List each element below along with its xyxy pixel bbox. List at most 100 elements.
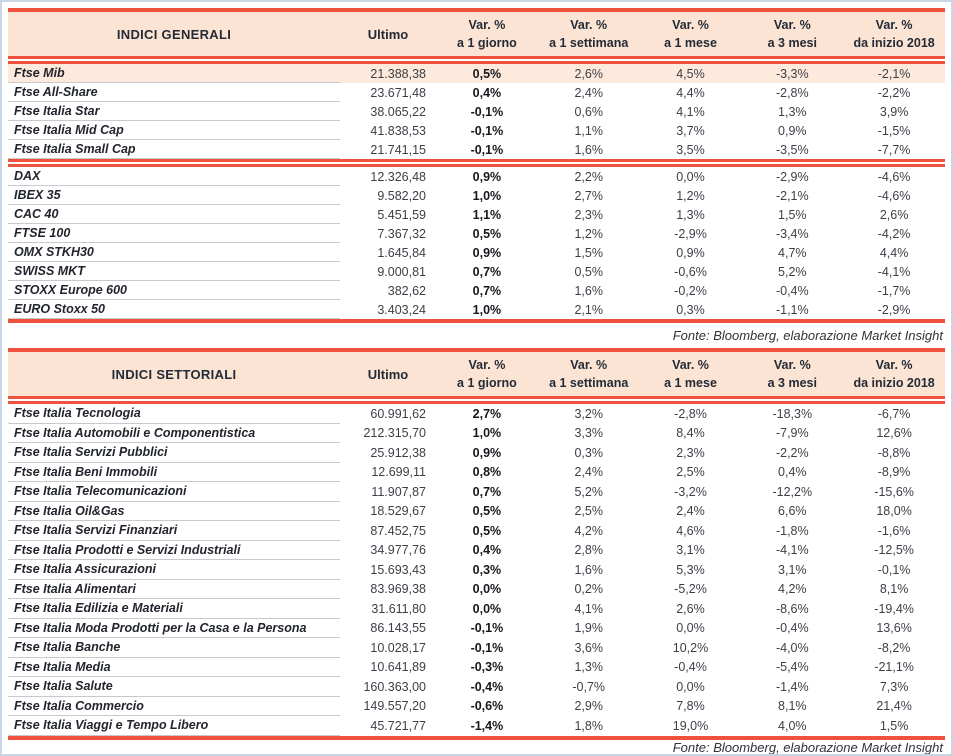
var-value: 4,5% [676, 66, 705, 81]
var-value: -7,7% [877, 142, 911, 157]
table-row: Ftse Italia Prodotti e Servizi Industria… [8, 541, 945, 560]
ultimo-value: 160.363,00 [363, 679, 426, 694]
var-value: 1,5% [778, 207, 807, 222]
var-value: 4,1% [676, 104, 705, 119]
var-value: -5,2% [674, 582, 707, 597]
var-value: -1,5% [877, 123, 911, 138]
var-value: -2,8% [674, 406, 707, 421]
var-value: 8,1% [879, 582, 909, 597]
var-value: -7,9% [775, 426, 809, 441]
index-name: Ftse Italia Star [8, 102, 340, 121]
source-note: Fonte: Bloomberg, elaborazione Market In… [672, 328, 943, 343]
var-value: 1,2% [676, 188, 705, 203]
var-value: -6,7% [877, 406, 911, 421]
var-value: 0,5% [472, 523, 502, 538]
ultimo-value: 83.969,38 [370, 582, 426, 597]
red-double-rule [8, 396, 945, 404]
table-title: INDICI SETTORIALI [111, 366, 237, 382]
var-value: -0,6% [470, 699, 504, 714]
var-value: 0,0% [676, 679, 705, 694]
ultimo-value: 7.367,32 [377, 226, 426, 241]
var-value: -1,1% [775, 302, 809, 317]
var-value: 1,0% [472, 426, 502, 441]
index-name: Ftse Mib [8, 64, 340, 83]
var-value: -12,2% [772, 484, 813, 499]
var-value: 2,8% [574, 543, 603, 558]
table-row: Ftse Italia Small Cap 21.741,15 -0,1% 1,6% 3… [8, 140, 945, 159]
ultimo-value: 86.143,55 [370, 621, 426, 636]
var-value: 0,8% [472, 465, 502, 480]
ultimo-value: 21.741,15 [370, 142, 426, 157]
var-value: 3,1% [778, 562, 807, 577]
var-value: 3,9% [879, 104, 909, 119]
var-value: -8,2% [877, 640, 911, 655]
table-row: Ftse Italia Viaggi e Tempo Libero 45.721,… [8, 716, 945, 736]
var-value: 1,2% [574, 226, 603, 241]
ultimo-value: 38.065,22 [370, 104, 426, 119]
col-header-var: Var. % a 1 mese [664, 358, 717, 390]
var-value: 2,9% [574, 699, 603, 714]
var-value: -2,8% [775, 85, 809, 100]
table-row: OMX STKH30 1.645,84 0,9% 1,5% 0,9% 4,7% 4,4% [8, 243, 945, 262]
var-value: 4,2% [574, 523, 603, 538]
table-row: Ftse Italia Tecnologia 60.991,62 2,7% 3,2% -… [8, 404, 945, 424]
col-header-var: Var. % a 3 mesi [767, 358, 817, 390]
var-value: 2,3% [676, 445, 705, 460]
red-double-rule [8, 56, 945, 64]
index-name: DAX [8, 167, 340, 186]
var-value: 0,0% [676, 621, 705, 636]
var-value: 4,7% [778, 245, 807, 260]
table-row: FTSE 100 7.367,32 0,5% 1,2% -2,9% -3,4% -4,2% [8, 224, 945, 243]
var-value: 1,3% [676, 207, 705, 222]
index-name: Ftse Italia Banche [8, 638, 340, 658]
var-value: -1,8% [775, 523, 809, 538]
index-name: Ftse Italia Tecnologia [8, 404, 340, 424]
table-row: Ftse Italia Oil&Gas 18.529,67 0,5% 2,5% 2,4%… [8, 502, 945, 521]
var-value: 1,0% [472, 188, 502, 203]
var-value: 1,9% [574, 621, 603, 636]
ultimo-value: 3.403,24 [377, 302, 426, 317]
index-name: CAC 40 [8, 205, 340, 224]
var-value: -0,4% [674, 660, 707, 675]
table-row: Ftse Italia Beni Immobili 12.699,11 0,8% 2,… [8, 463, 945, 482]
var-value: -5,4% [775, 660, 809, 675]
var-value: -1,4% [470, 718, 504, 733]
var-value: 0,0% [472, 601, 502, 616]
var-value: -0,3% [470, 660, 504, 675]
index-name: Ftse Italia Edilizia e Materiali [8, 599, 340, 619]
var-value: -4,6% [877, 169, 911, 184]
var-value: 2,6% [574, 66, 603, 81]
var-value: 2,7% [574, 188, 603, 203]
var-value: -2,2% [877, 85, 911, 100]
var-value: 1,6% [574, 283, 603, 298]
var-value: -8,9% [877, 465, 911, 480]
table-row: Ftse Italia Moda Prodotti per la Casa e … [8, 619, 945, 638]
red-double-rule [8, 159, 945, 167]
var-value: -21,1% [874, 660, 914, 675]
ultimo-value: 382,62 [387, 283, 426, 298]
var-value: 2,7% [472, 406, 502, 421]
var-value: 0,9% [676, 245, 705, 260]
var-value: 2,5% [676, 465, 705, 480]
var-value: 1,6% [574, 142, 603, 157]
var-value: -0,1% [470, 142, 504, 157]
table-row: Ftse Italia Telecomunicazioni 11.907,87 0,… [8, 482, 945, 502]
var-value: 0,3% [574, 445, 603, 460]
var-value: 0,9% [778, 123, 807, 138]
var-value: 4,1% [574, 601, 603, 616]
var-value: -0,2% [674, 283, 707, 298]
index-name: IBEX 35 [8, 186, 340, 205]
table-row: Ftse Italia Mid Cap 41.838,53 -0,1% 1,1% 3,7… [8, 121, 945, 140]
var-value: -0,4% [470, 679, 504, 694]
var-value: 4,0% [778, 718, 807, 733]
index-name: OMX STKH30 [8, 243, 340, 262]
var-value: 8,4% [676, 426, 705, 441]
var-value: 0,4% [778, 465, 807, 480]
table-row: Ftse Italia Star 38.065,22 -0,1% 0,6% 4,1% 1,… [8, 102, 945, 121]
var-value: 3,3% [574, 426, 603, 441]
var-value: -1,7% [877, 283, 911, 298]
var-value: 4,6% [676, 523, 705, 538]
index-name: Ftse Italia Moda Prodotti per la Casa e … [8, 619, 340, 638]
ultimo-value: 10.028,17 [370, 640, 426, 655]
